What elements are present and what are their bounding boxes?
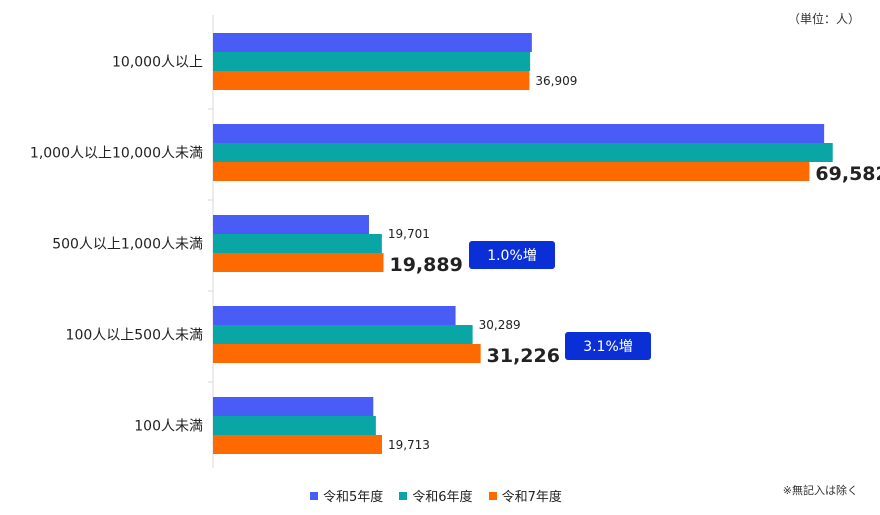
legend-swatch-series-0	[310, 491, 318, 500]
legend-label-series-1: 令和6年度	[412, 490, 473, 505]
category-label: 10,000人以上	[112, 55, 203, 71]
legend-item-series-0: 令和5年度	[310, 486, 383, 505]
legend: 令和5年度 令和6年度 令和7年度	[310, 486, 562, 505]
category-label: 100人以上500人未満	[66, 328, 203, 344]
bar-0-1	[213, 52, 531, 71]
category-label: 100人未満	[134, 419, 203, 435]
bar-1-1	[213, 143, 833, 162]
bar-3-1	[213, 325, 473, 344]
data-label: 19,713	[388, 438, 430, 452]
data-label: 19,889	[389, 254, 462, 276]
data-label: 31,226	[487, 345, 560, 367]
legend-label-series-2: 令和7年度	[501, 490, 562, 505]
category-label: 500人以上1,000人未満	[52, 237, 203, 253]
bar-0-2	[213, 71, 530, 90]
growth-badge-label: 3.1%増	[583, 339, 633, 355]
data-label: 19,701	[388, 227, 430, 241]
bar-3-2	[213, 344, 481, 363]
category-label: 1,000人以上10,000人未満	[30, 146, 203, 162]
unit-label: （単位：人）	[787, 12, 860, 26]
growth-badge	[469, 241, 555, 269]
bar-4-1	[213, 416, 376, 435]
bar-0-0	[213, 33, 532, 52]
bar-3-0	[213, 306, 456, 325]
bar-4-2	[213, 435, 382, 454]
footnote: ※無記入は除く	[782, 484, 858, 497]
legend-swatch-series-2	[488, 491, 497, 500]
data-label: 36,909	[535, 74, 577, 88]
legend-label-series-0: 令和5年度	[323, 490, 384, 505]
data-label: 69,582	[815, 163, 880, 185]
data-label: 30,289	[479, 318, 521, 332]
bar-2-1	[213, 234, 382, 253]
growth-badge	[565, 332, 651, 360]
bar-2-2	[213, 253, 384, 272]
legend-item-series-1: 令和6年度	[399, 486, 473, 505]
bar-2-0	[213, 215, 369, 234]
bar-4-0	[213, 397, 374, 416]
bar-1-2	[213, 162, 810, 181]
legend-swatch-series-1	[399, 491, 408, 500]
bar-1-0	[213, 124, 825, 143]
legend-item-series-2: 令和7年度	[488, 486, 562, 505]
growth-badge-label: 1.0%増	[487, 248, 537, 264]
